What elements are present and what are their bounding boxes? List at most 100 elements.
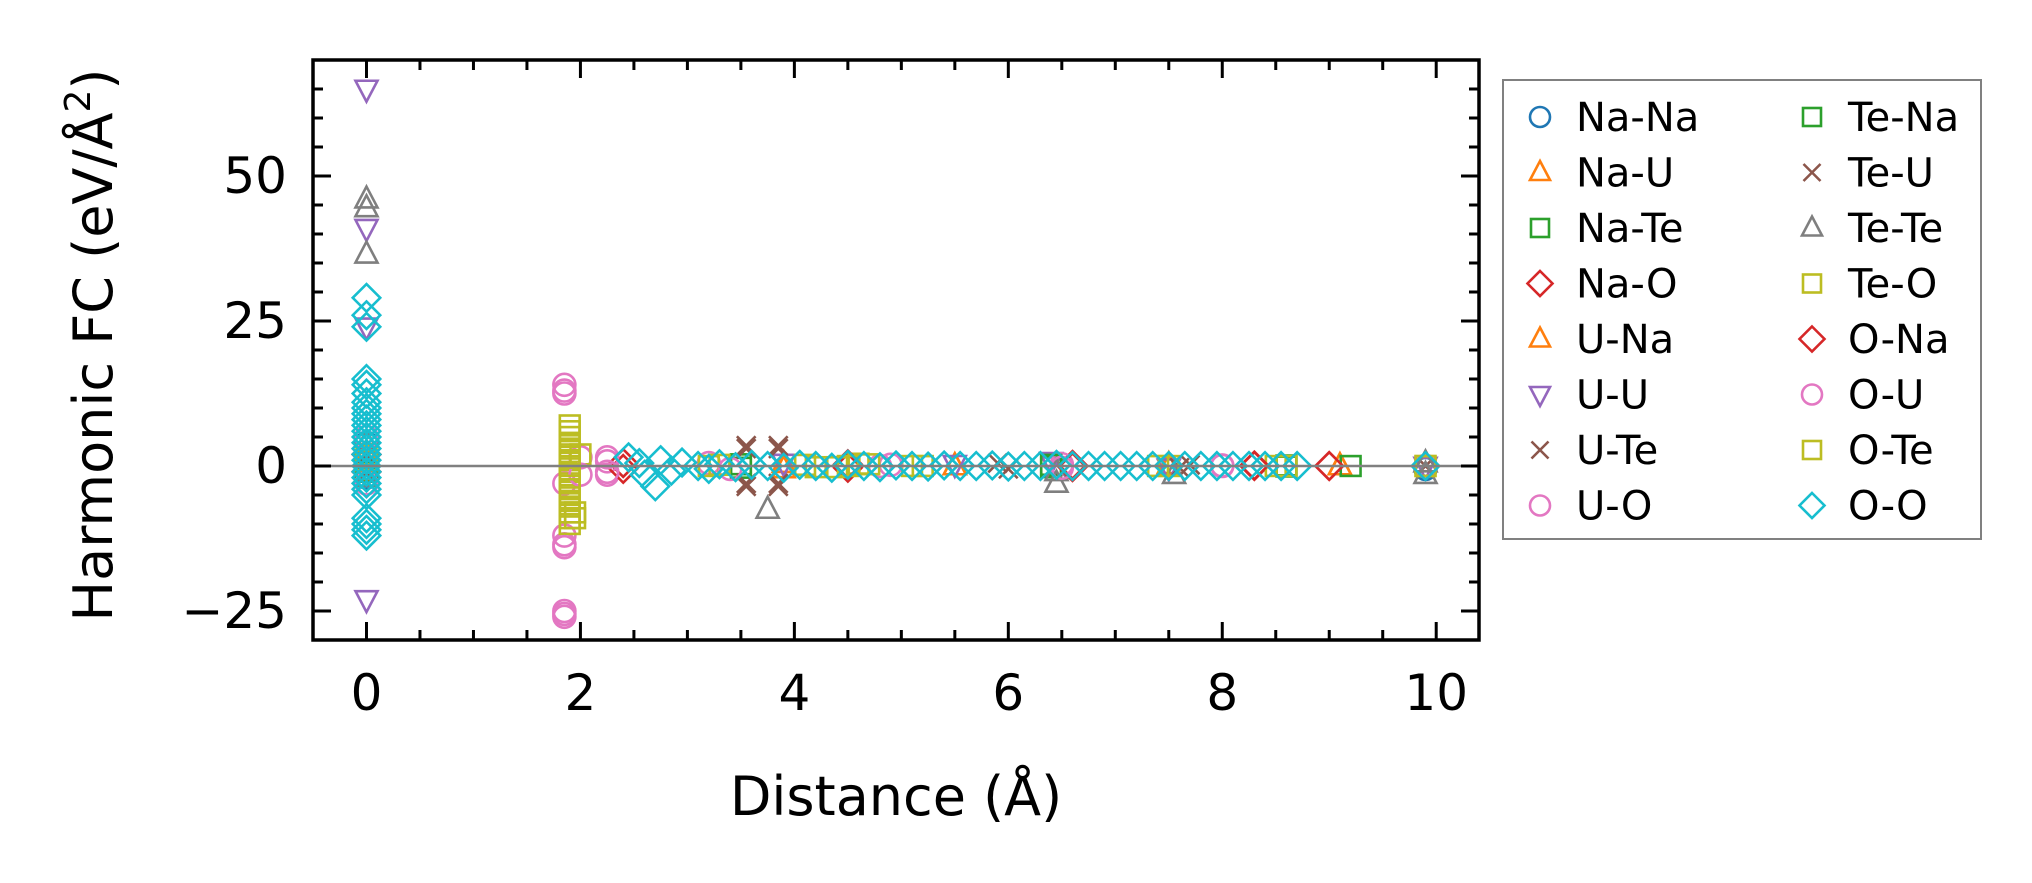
data-point <box>558 431 581 454</box>
data-point <box>1238 449 1270 482</box>
x-tick-label: 8 <box>1206 664 1238 722</box>
legend-frame <box>1502 79 1982 540</box>
data-point <box>693 453 725 485</box>
data-point <box>1409 450 1442 482</box>
data-point <box>1121 450 1153 482</box>
data-point <box>1072 450 1105 482</box>
legend-label: U-U <box>1576 373 1649 419</box>
data-point <box>754 494 781 520</box>
series-u-u <box>353 79 1439 615</box>
data-point <box>594 459 620 485</box>
legend-entry: Te-Te <box>1799 206 1943 252</box>
data-point <box>992 450 1024 483</box>
y-axis-title: Harmonic FC (eV/Å2) <box>58 69 125 622</box>
legend-entry: O-Te <box>1801 428 1934 474</box>
legend-marker <box>1801 106 1823 128</box>
data-point <box>353 79 380 105</box>
data-point <box>350 299 383 331</box>
legend-marker <box>1800 383 1824 406</box>
legend-marker <box>1797 491 1827 520</box>
data-point <box>1169 450 1201 482</box>
data-point <box>1412 456 1439 482</box>
series-te-te <box>353 183 1439 520</box>
data-points-layer <box>350 79 1442 630</box>
data-point <box>350 520 383 552</box>
data-point <box>719 451 752 483</box>
x-axis-title: Distance (Å) <box>730 764 1062 828</box>
data-point <box>350 502 383 534</box>
data-point <box>1201 450 1233 482</box>
tick-labels: 0 2 4 6 8 10 −25 0 25 50 <box>181 147 1468 722</box>
legend-marker <box>1529 217 1551 239</box>
legend-entry: Te-O <box>1801 262 1937 308</box>
legend-marker <box>1801 273 1823 294</box>
data-point <box>594 444 620 470</box>
data-point <box>1024 450 1057 482</box>
data-point <box>563 506 587 530</box>
y-axis-title-main: Harmonic FC (eV/Å <box>61 112 125 621</box>
legend-entry: Na-U <box>1527 151 1674 197</box>
data-point <box>1056 450 1089 482</box>
legend-entry: O-Na <box>1797 317 1949 363</box>
data-point <box>1217 450 1249 482</box>
x-tick-label: 2 <box>565 664 597 722</box>
axis-ticks <box>311 58 1479 642</box>
data-point <box>558 489 581 512</box>
legend-label: Na-Te <box>1576 206 1683 252</box>
data-point <box>864 451 896 483</box>
data-point <box>350 508 383 540</box>
legend-entry: U-U <box>1527 373 1649 419</box>
data-point <box>353 183 380 209</box>
legend-entry: Te-U <box>1802 151 1934 197</box>
legend-label: Na-Na <box>1576 95 1699 141</box>
legend-marker <box>1530 440 1550 460</box>
data-point <box>960 450 992 482</box>
legend-marker <box>1528 494 1552 517</box>
data-point <box>350 282 383 314</box>
legend-marker <box>1527 158 1553 182</box>
legend-label: U-Na <box>1576 317 1674 363</box>
legend-label: U-Te <box>1576 428 1658 474</box>
data-point <box>1412 447 1439 473</box>
legend-entry: Na-Te <box>1529 206 1683 252</box>
legend-label: Te-Na <box>1847 95 1959 141</box>
data-point <box>552 372 577 398</box>
data-point <box>912 450 944 483</box>
legend-label: Te-O <box>1847 262 1937 308</box>
data-point <box>353 218 380 244</box>
x-tick-label: 4 <box>778 664 810 722</box>
legend-marker <box>1797 324 1827 354</box>
legend-entry: O-U <box>1800 373 1924 419</box>
legend-marker <box>1802 163 1822 182</box>
legend-entry: U-Na <box>1527 317 1674 363</box>
data-point <box>816 452 848 484</box>
legend-marker <box>1801 439 1823 461</box>
legend-marker <box>1799 213 1825 237</box>
data-point <box>558 419 581 443</box>
y-tick-label: −25 <box>181 582 287 640</box>
series-u-o <box>354 372 1438 630</box>
data-point <box>1105 450 1137 482</box>
data-point <box>552 378 577 403</box>
data-point <box>350 462 383 494</box>
data-point <box>735 476 757 497</box>
x-tick-label: 6 <box>992 664 1024 722</box>
legend-entry: U-Te <box>1530 428 1658 474</box>
legend-marker <box>1527 385 1553 409</box>
legend-label: Na-U <box>1576 151 1674 197</box>
data-point <box>1185 450 1217 482</box>
legend-label: Te-Te <box>1847 206 1943 252</box>
legend-entry: O-O <box>1797 484 1928 530</box>
data-point <box>1249 450 1281 482</box>
data-point <box>558 501 581 524</box>
data-point <box>353 589 380 615</box>
data-point <box>558 443 581 466</box>
data-point <box>1137 450 1169 482</box>
legend-entry: U-O <box>1528 484 1652 530</box>
data-point <box>552 534 577 560</box>
data-point <box>353 238 380 264</box>
y-tick-label: 0 <box>255 437 287 495</box>
data-point <box>558 466 581 489</box>
data-point <box>558 512 581 536</box>
legend-entries: Na-Na Na-U Na-Te Na-O U-Na U-U U-Te U-O Te-Na Te-… <box>1525 95 1959 530</box>
